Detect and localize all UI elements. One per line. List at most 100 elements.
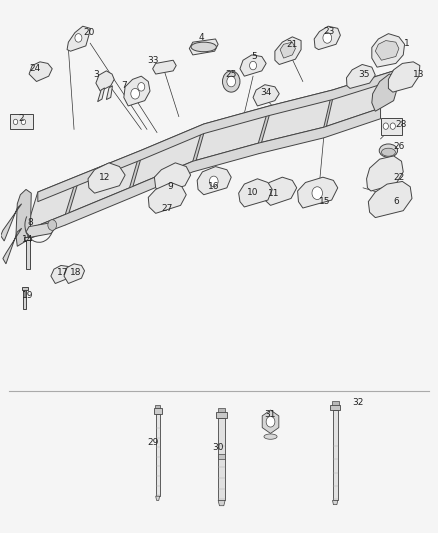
Polygon shape [26,223,55,237]
Bar [332,410,338,500]
Text: 7: 7 [121,81,127,90]
Polygon shape [297,177,338,208]
Polygon shape [3,228,21,264]
Polygon shape [155,496,159,500]
Ellipse shape [379,144,398,157]
Text: 22: 22 [393,173,405,182]
Text: 35: 35 [358,70,370,78]
Bar [218,418,225,500]
Polygon shape [193,124,204,172]
Bar [218,408,225,411]
Polygon shape [372,74,398,111]
Polygon shape [1,204,21,241]
Text: 27: 27 [162,204,173,213]
Polygon shape [148,182,186,213]
Polygon shape [258,106,269,154]
Bar [155,414,159,496]
Polygon shape [29,62,52,82]
Circle shape [227,76,236,87]
Bar [218,454,225,459]
Bar [153,408,162,414]
Text: 26: 26 [393,142,405,151]
Polygon shape [152,60,176,74]
Polygon shape [130,151,141,198]
Ellipse shape [264,434,277,439]
Bar [21,287,28,290]
Polygon shape [26,71,394,230]
Text: 8: 8 [28,219,33,228]
Circle shape [131,88,140,99]
Ellipse shape [381,148,396,156]
Polygon shape [67,26,90,51]
Text: 16: 16 [208,182,219,191]
Text: 1: 1 [404,39,410,48]
Polygon shape [106,86,113,100]
Polygon shape [262,410,279,433]
Text: 33: 33 [147,56,159,64]
Text: 30: 30 [212,443,224,452]
Text: 25: 25 [226,70,237,78]
Bar [11,115,33,130]
Polygon shape [389,62,420,92]
Polygon shape [314,26,340,50]
Circle shape [266,416,275,427]
Polygon shape [51,265,71,284]
Polygon shape [324,90,332,138]
Text: 20: 20 [83,28,95,37]
Polygon shape [197,166,231,195]
Circle shape [250,61,257,70]
Polygon shape [368,181,412,217]
Polygon shape [264,177,297,205]
Circle shape [390,123,396,130]
Circle shape [323,33,332,43]
Text: 29: 29 [147,439,158,448]
Text: 10: 10 [247,188,259,197]
Bar [155,405,160,408]
Polygon shape [375,41,399,60]
Text: 34: 34 [261,87,272,96]
Polygon shape [275,37,301,64]
Text: 3: 3 [93,70,99,78]
Text: 32: 32 [352,398,364,407]
Text: 19: 19 [22,291,34,300]
Circle shape [223,71,240,92]
Polygon shape [65,176,77,225]
Polygon shape [280,42,295,58]
Circle shape [209,176,218,187]
Polygon shape [372,34,405,67]
Circle shape [383,123,389,130]
Circle shape [48,220,57,230]
Polygon shape [346,64,375,88]
Polygon shape [96,71,114,91]
Circle shape [312,187,322,199]
Text: 9: 9 [167,182,173,191]
Polygon shape [240,55,266,76]
Polygon shape [218,500,225,506]
Text: 21: 21 [286,40,298,49]
Text: 23: 23 [323,27,335,36]
Polygon shape [154,163,191,193]
Text: 11: 11 [268,189,279,198]
Polygon shape [124,76,150,106]
Polygon shape [332,500,338,505]
Text: 13: 13 [413,70,425,78]
Polygon shape [98,88,105,102]
Text: 15: 15 [319,197,330,206]
Polygon shape [239,179,272,207]
Bar [23,288,26,309]
Polygon shape [367,156,403,191]
Text: 24: 24 [29,64,40,73]
Text: 31: 31 [265,410,276,419]
Text: 17: 17 [57,269,68,277]
Circle shape [13,119,18,125]
Polygon shape [88,163,125,193]
Bar [332,401,339,405]
Bar [330,405,340,410]
Bar [24,237,31,240]
Text: 6: 6 [393,197,399,206]
Bar [26,237,29,269]
Text: 14: 14 [22,236,33,245]
Polygon shape [64,264,85,284]
Text: 4: 4 [199,34,205,43]
Text: 2: 2 [19,114,25,123]
